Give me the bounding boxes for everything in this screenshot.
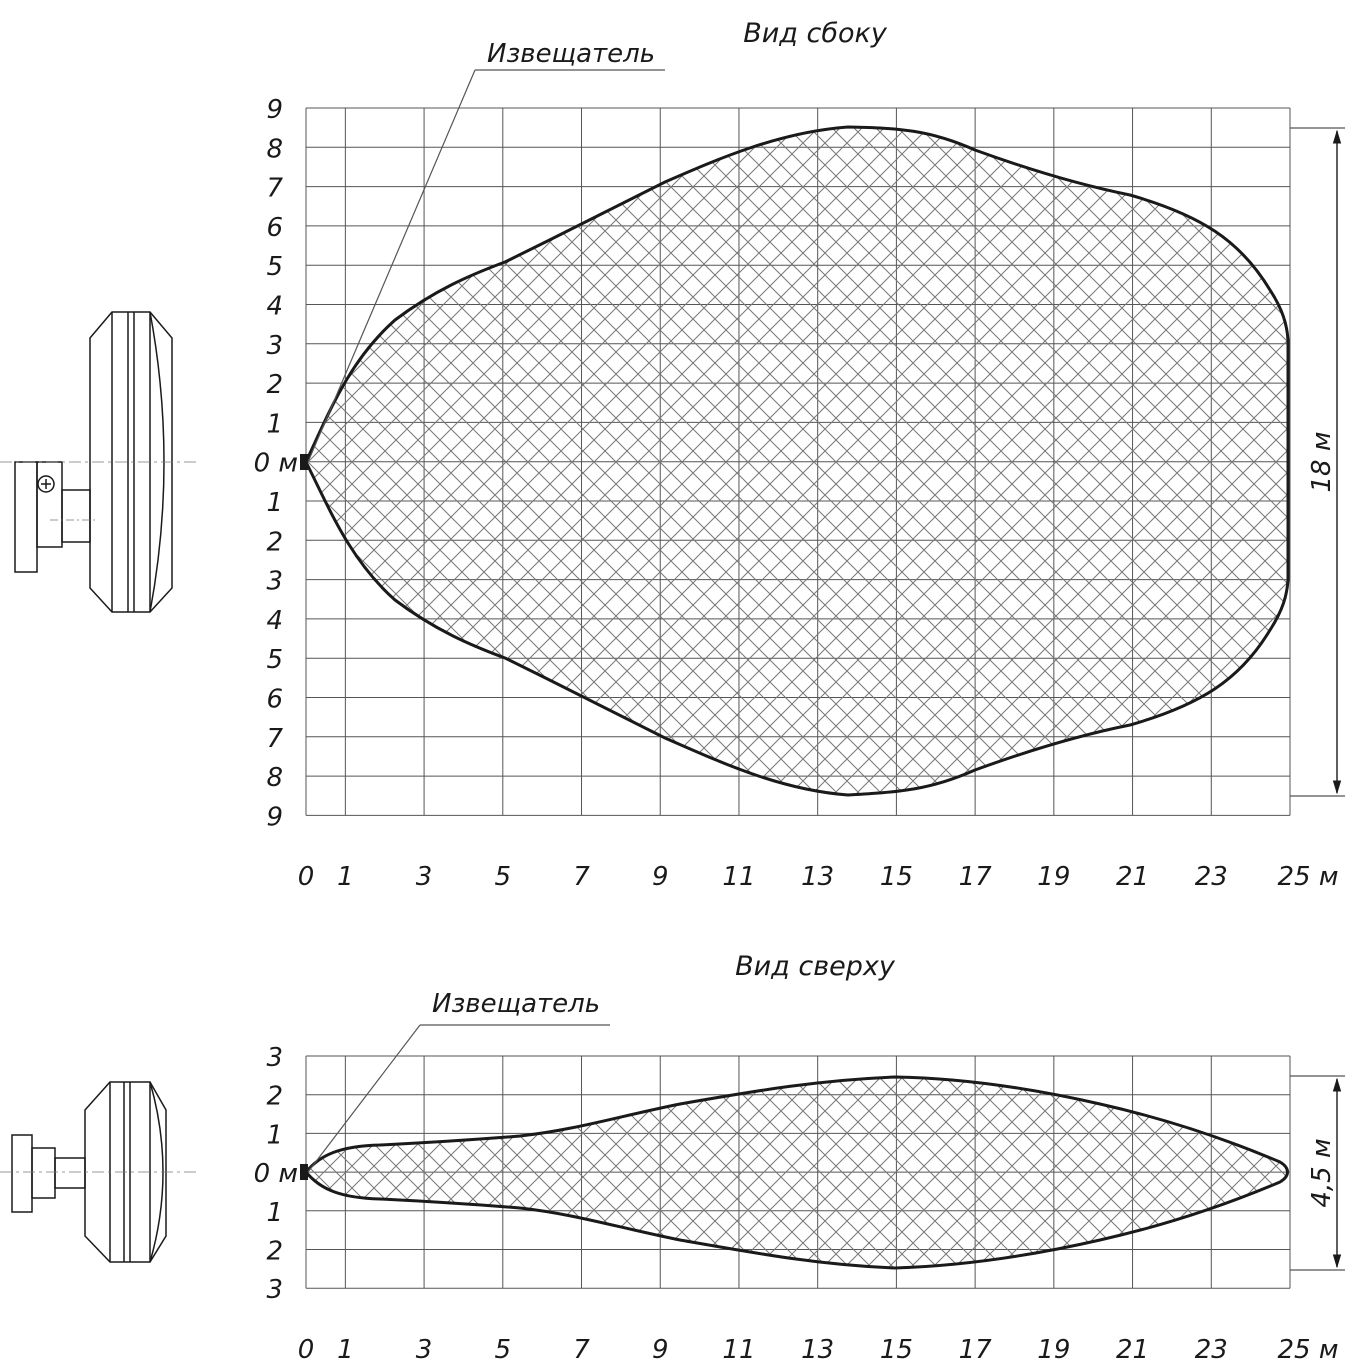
top-view-y-tick-label: 2	[266, 1082, 283, 1112]
top-view-y-tick-label: 2	[266, 1237, 283, 1267]
top-view-x-tick-label: 1	[337, 1335, 354, 1365]
top-view-x-tick-label: 15	[880, 1335, 913, 1365]
top-view-x-tick-label: 23	[1195, 1335, 1228, 1365]
side-dim-label: 18 м	[1307, 432, 1337, 493]
top-dim-label: 4,5 м	[1307, 1138, 1337, 1207]
side-view-x-tick-label: 23	[1195, 862, 1228, 892]
side-callout-leader	[307, 69, 476, 463]
side-view-x-tick-label: 13	[801, 862, 834, 892]
side-view-y-tick-label: 2	[266, 527, 283, 557]
side-view-x-tick-label: 3	[416, 862, 433, 892]
top-view-y-tick-label: 1	[266, 1120, 283, 1150]
side-view-y-tick-label: 7	[266, 174, 283, 204]
top-view-x-tick-label: 5	[495, 1335, 512, 1365]
top-view-detection-zone	[304, 1075, 1289, 1270]
top-view-x-tick-label: 0	[298, 1335, 315, 1365]
side-view-y-tick-label: 3	[266, 331, 283, 361]
side-view-x-tick-label: 11	[722, 862, 755, 892]
side-sensor-drawing	[0, 311, 200, 613]
top-view-y-tick-label: 1	[266, 1198, 283, 1228]
side-view-y-tick-label: 6	[266, 213, 283, 243]
side-view-y-tick-label: 1	[266, 488, 283, 518]
side-view-y-tick-label: 3	[266, 567, 283, 597]
side-view-y-tick-label: 9	[266, 802, 283, 832]
side-view-y-tick-label: 1	[266, 409, 283, 439]
side-view-title: Вид сбоку	[743, 18, 888, 49]
side-view-x-tick-label: 1	[337, 862, 354, 892]
side-view-x-tick-label: 19	[1037, 862, 1070, 892]
side-view-y-tick-label: 6	[266, 685, 283, 715]
side-view-x-tick-label: 5	[495, 862, 512, 892]
side-view-y-tick-label: 4	[266, 292, 283, 322]
side-view-y-tick-label: 9	[266, 95, 283, 125]
side-view-y-tick-label: 8	[266, 134, 283, 164]
side-view-detection-zone	[304, 125, 1290, 797]
top-view-y-tick-label: 3	[266, 1275, 283, 1305]
side-view-x-tick-label: 9	[652, 862, 669, 892]
top-view-x-tick-label: 3	[416, 1335, 433, 1365]
side-view-x-tick-label: 7	[573, 862, 590, 892]
side-view-y-tick-label: 2	[266, 370, 283, 400]
top-view-x-tick-label: 11	[722, 1335, 755, 1365]
top-view-x-tick-label: 19	[1037, 1335, 1070, 1365]
side-view-x-tick-label: 0	[298, 862, 315, 892]
side-view-x-tick-label: 21	[1116, 862, 1149, 892]
side-view-y-tick-label: 5	[266, 252, 283, 282]
side-view-y-tick-label: 0 м	[254, 449, 298, 479]
top-view-x-tick-label: 25 м	[1278, 1335, 1339, 1365]
side-view-y-tick-label: 7	[266, 724, 283, 754]
top-view-x-tick-label: 7	[573, 1335, 590, 1365]
top-view-x-tick-label: 13	[801, 1335, 834, 1365]
side-sensor-mark	[300, 454, 308, 470]
side-view-y-tick-label: 4	[266, 606, 283, 636]
side-view-x-tick-label: 17	[959, 862, 993, 892]
side-view-x-tick-label: 25 м	[1278, 862, 1339, 892]
top-view-x-tick-label: 9	[652, 1335, 669, 1365]
top-view-title: Вид сверху	[735, 951, 896, 982]
side-view-y-tick-label: 5	[266, 645, 283, 675]
side-view-y-tick-label: 8	[266, 763, 283, 793]
top-view-x-tick-label: 17	[959, 1335, 993, 1365]
top-callout-leader	[307, 1024, 421, 1173]
side-callout-label: Извещатель	[487, 39, 655, 69]
top-sensor-mark	[300, 1164, 308, 1180]
top-view-x-tick-label: 21	[1116, 1335, 1149, 1365]
top-view-y-tick-label: 0 м	[254, 1159, 298, 1189]
top-sensor-drawing	[0, 1081, 200, 1263]
top-view-y-tick-label: 3	[266, 1043, 283, 1073]
top-callout-label: Извещатель	[432, 989, 600, 1019]
side-view-x-tick-label: 15	[880, 862, 913, 892]
